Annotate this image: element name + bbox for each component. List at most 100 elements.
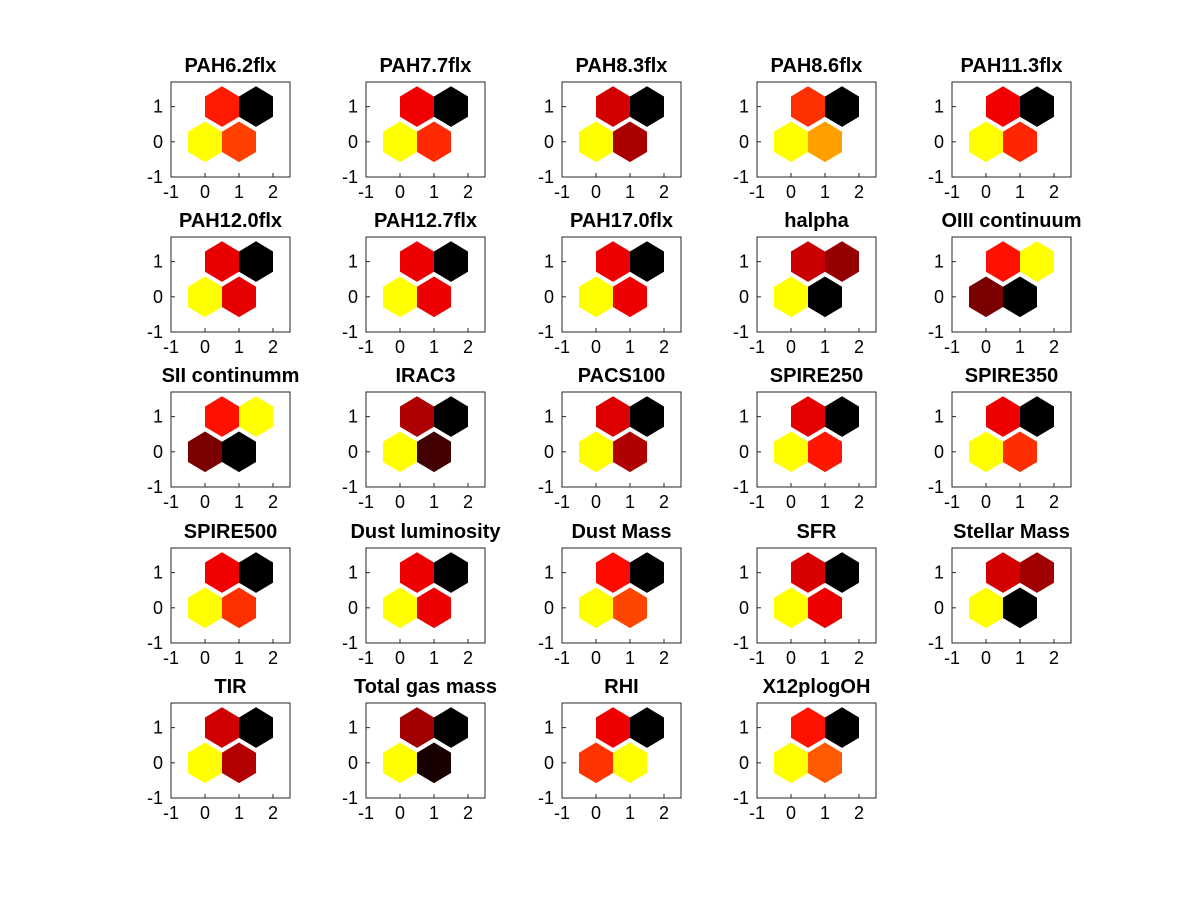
hex-cell (986, 241, 1020, 282)
hexbin-panel: -1 0 1 2 -1 0 1 X12plogOH (733, 676, 877, 823)
y-tick-label: 1 (153, 718, 163, 738)
x-tick-label: 2 (268, 803, 278, 823)
hex-cell (596, 552, 630, 593)
y-tick-label: -1 (928, 633, 944, 653)
x-tick-label: 0 (786, 803, 796, 823)
panel-title: SPIRE250 (770, 365, 863, 387)
y-tick-label: 0 (153, 598, 163, 618)
x-tick-label: 1 (820, 648, 830, 668)
x-tick-label: 2 (268, 492, 278, 512)
y-tick-label: -1 (147, 167, 163, 187)
panel-title: Dust Mass (571, 521, 671, 543)
x-tick-label: 2 (268, 182, 278, 202)
y-tick-label: -1 (733, 322, 749, 342)
hex-cell (986, 86, 1020, 127)
panel-title: TIR (214, 676, 247, 698)
hex-cell (579, 121, 613, 163)
x-tick-label: 0 (395, 182, 405, 202)
y-tick-label: -1 (538, 633, 554, 653)
hex-cell (630, 396, 664, 437)
hex-cell (188, 431, 222, 473)
panel-title: IRAC3 (395, 365, 455, 387)
y-tick-label: 0 (739, 287, 749, 307)
hex-cell (434, 86, 468, 127)
x-tick-label: 1 (429, 492, 439, 512)
hexbin-panel: -1 0 1 2 -1 0 1 Stellar Mass (928, 521, 1072, 668)
hex-cell (400, 86, 434, 127)
x-tick-label: -1 (749, 182, 765, 202)
y-tick-label: -1 (538, 477, 554, 497)
x-tick-label: -1 (358, 648, 374, 668)
x-tick-label: 2 (463, 803, 473, 823)
hex-cell (400, 396, 434, 437)
y-tick-label: 0 (934, 287, 944, 307)
y-tick-label: 0 (153, 753, 163, 773)
x-tick-label: 2 (1049, 182, 1059, 202)
x-tick-label: 0 (591, 182, 601, 202)
y-tick-label: 0 (348, 753, 358, 773)
x-tick-label: -1 (554, 182, 570, 202)
x-tick-label: 2 (1049, 337, 1059, 357)
hex-cell (808, 742, 842, 784)
x-tick-label: 2 (659, 182, 669, 202)
y-tick-label: -1 (538, 167, 554, 187)
x-tick-label: -1 (944, 648, 960, 668)
y-tick-label: -1 (342, 322, 358, 342)
hexbin-panel: -1 0 1 2 -1 0 1 PAH8.6flx (733, 55, 877, 202)
y-tick-label: 1 (544, 718, 554, 738)
x-tick-label: -1 (554, 492, 570, 512)
y-tick-label: 0 (739, 442, 749, 462)
hex-cell (808, 121, 842, 163)
hex-cell (969, 121, 1003, 163)
x-tick-label: 0 (200, 492, 210, 512)
hexbin-panel: -1 0 1 2 -1 0 1 PAH17.0flx (538, 210, 682, 357)
hexbin-panel: -1 0 1 2 -1 0 1 halpha (733, 210, 877, 357)
y-tick-label: -1 (733, 788, 749, 808)
y-tick-label: -1 (342, 633, 358, 653)
y-tick-label: -1 (733, 167, 749, 187)
x-tick-label: 0 (200, 803, 210, 823)
hex-cell (400, 241, 434, 282)
hex-cell (188, 742, 222, 784)
x-tick-label: 2 (463, 182, 473, 202)
panel-title: SFR (797, 521, 838, 543)
panel-title: SPIRE350 (965, 365, 1058, 387)
x-tick-label: 1 (429, 803, 439, 823)
hex-cell (1020, 552, 1054, 593)
y-tick-label: 1 (934, 563, 944, 583)
hex-cell (1003, 276, 1037, 318)
x-tick-label: 0 (786, 182, 796, 202)
y-tick-label: 1 (153, 252, 163, 272)
x-tick-label: 2 (463, 648, 473, 668)
x-tick-label: 1 (820, 182, 830, 202)
y-tick-label: 0 (153, 132, 163, 152)
y-tick-label: 0 (739, 132, 749, 152)
panel-title: PAH6.2flx (185, 55, 277, 77)
panel-title: OIII continuum (942, 210, 1082, 232)
x-tick-label: 0 (200, 337, 210, 357)
x-tick-label: 2 (854, 182, 864, 202)
y-tick-label: 1 (739, 97, 749, 117)
x-tick-label: 2 (1049, 648, 1059, 668)
hex-cell (596, 241, 630, 282)
x-tick-label: 1 (820, 803, 830, 823)
x-tick-label: 0 (591, 337, 601, 357)
hex-cell (383, 121, 417, 163)
hex-cell (596, 396, 630, 437)
hex-cell (434, 396, 468, 437)
hex-cell (774, 121, 808, 163)
hex-cell (1003, 587, 1037, 629)
hex-cell (434, 707, 468, 748)
y-tick-label: 1 (348, 407, 358, 427)
hex-cell (579, 431, 613, 473)
hex-cell (825, 396, 859, 437)
hex-cell (188, 121, 222, 163)
hex-cell (986, 396, 1020, 437)
panel-title: RHI (604, 676, 638, 698)
hex-cell (222, 121, 256, 163)
hexbin-panel: -1 0 1 2 -1 0 1 TIR (147, 676, 291, 823)
hex-cell (400, 707, 434, 748)
hex-cell (630, 707, 664, 748)
hex-cell (613, 587, 647, 629)
x-tick-label: 0 (786, 648, 796, 668)
